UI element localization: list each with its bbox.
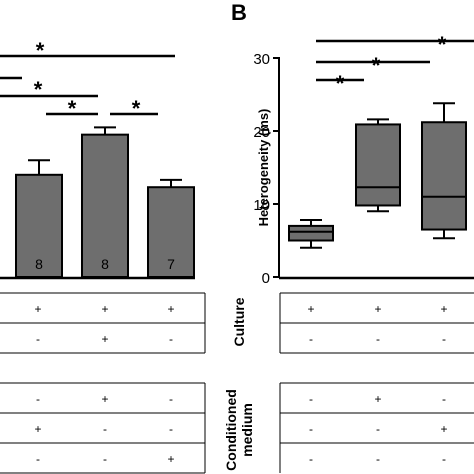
condition-cell: - (442, 392, 446, 406)
condition-cell: - (376, 422, 380, 436)
condition-cell: - (309, 392, 313, 406)
condition-cell: - (309, 422, 313, 436)
panel-label: B (231, 0, 247, 25)
condition-cell: - (103, 422, 107, 436)
condition-cell: + (34, 422, 41, 436)
condition-cell: - (103, 452, 107, 466)
significance-star: * (68, 96, 77, 121)
condition-cell: - (442, 452, 446, 466)
y-tick-label: 10 (253, 197, 270, 214)
row-group-label: Culture (231, 297, 247, 346)
n-label: 8 (101, 256, 109, 272)
condition-cell: - (36, 452, 40, 466)
significance-star: * (372, 53, 381, 78)
n-label: 8 (35, 256, 43, 272)
row-group-label: Conditionedmedium (223, 389, 255, 471)
box (355, 123, 401, 207)
significance-star: * (438, 32, 447, 57)
box (421, 121, 467, 231)
condition-cell: + (440, 302, 447, 316)
y-tick-label: 0 (262, 270, 270, 287)
condition-cell: + (440, 422, 447, 436)
row-group-label-line: medium (239, 403, 255, 457)
panel-b: B 0 10 20 30 Heterogeneity (ms) * * * + + + - - - Cultu… (223, 0, 474, 473)
condition-cell: + (374, 302, 381, 316)
y-axis-label: Heterogeneity (ms) (256, 109, 271, 227)
n-label: 7 (167, 256, 175, 272)
panel-a: * * * * 8 8 7 + + + - + - - + - + - - - - + (0, 38, 206, 474)
condition-cell: + (167, 302, 174, 316)
condition-cell: - (376, 332, 380, 346)
condition-cell: - (169, 332, 173, 346)
condition-cell: + (167, 452, 174, 466)
condition-cell: + (101, 332, 108, 346)
y-tick-label: 30 (253, 51, 270, 68)
bar (147, 186, 195, 279)
significance-star: * (132, 96, 141, 121)
condition-cell: + (34, 302, 41, 316)
row-group-label-line: Conditioned (223, 389, 239, 471)
condition-cell: - (376, 452, 380, 466)
significance-star: * (336, 71, 345, 96)
condition-cell: - (36, 332, 40, 346)
condition-cell: + (307, 302, 314, 316)
significance-star: * (36, 38, 45, 63)
significance-star: * (34, 77, 43, 102)
box (288, 224, 334, 242)
condition-cell: - (36, 392, 40, 406)
condition-cell: - (169, 422, 173, 436)
condition-cell: - (169, 392, 173, 406)
condition-cell: - (442, 332, 446, 346)
condition-cell: + (374, 392, 381, 406)
condition-cell: - (309, 332, 313, 346)
condition-cell: + (101, 302, 108, 316)
condition-cell: - (309, 452, 313, 466)
y-tick-label: 20 (253, 124, 270, 141)
condition-cell: + (101, 392, 108, 406)
